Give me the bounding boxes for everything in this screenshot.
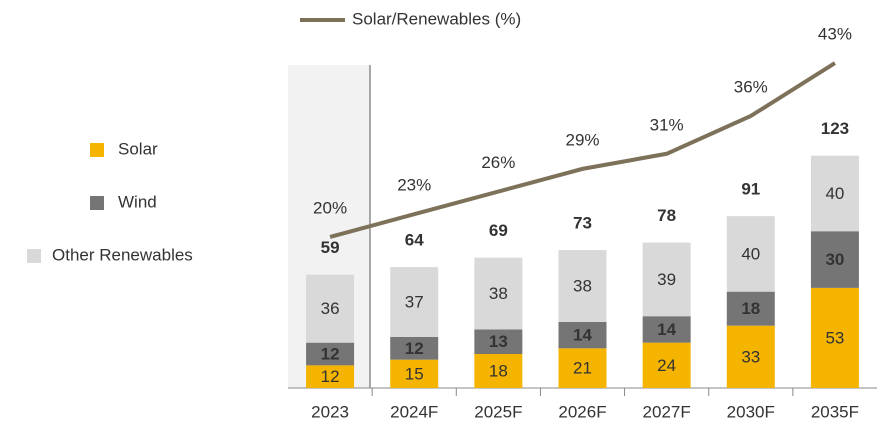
line-label: 26% — [481, 153, 515, 172]
segment-label: 14 — [657, 320, 676, 339]
bar-segment — [642, 342, 691, 388]
bar-segment — [306, 365, 355, 388]
legend-label: Solar/Renewables (%) — [352, 9, 521, 28]
segment-label: 39 — [657, 270, 676, 289]
x-tick-label: 2035F — [811, 402, 859, 421]
x-tick-label: 2030F — [727, 402, 775, 421]
bar-segment — [306, 274, 355, 343]
segment-label: 40 — [825, 184, 844, 203]
segment-label: 30 — [825, 250, 844, 269]
bar-segment — [474, 257, 523, 330]
bar-segment — [558, 321, 607, 349]
bar-segment — [726, 291, 775, 326]
segment-label: 12 — [321, 367, 340, 386]
segment-label: 40 — [741, 244, 760, 263]
segment-label: 33 — [741, 347, 760, 366]
bar-segment — [642, 316, 691, 343]
segment-label: 18 — [741, 299, 760, 318]
segment-label: 13 — [489, 332, 508, 351]
segment-label: 18 — [489, 361, 508, 380]
x-tick-label: 2027F — [643, 402, 691, 421]
segment-label: 36 — [321, 299, 340, 318]
segment-label: 12 — [405, 339, 424, 358]
total-label: 59 — [321, 238, 340, 257]
segment-label: 38 — [573, 276, 592, 295]
line-label: 36% — [734, 77, 768, 96]
line-label: 31% — [650, 115, 684, 134]
legend-swatch — [27, 249, 41, 263]
bar-segment — [810, 155, 859, 232]
legend-label: Solar — [118, 139, 158, 158]
bar-segment — [390, 267, 439, 337]
bar-segment — [474, 329, 523, 354]
line-label: 23% — [397, 176, 431, 195]
total-label: 73 — [573, 214, 592, 233]
bar-segment — [642, 242, 691, 317]
x-tick-label: 2025F — [474, 402, 522, 421]
legend-label: Other Renewables — [52, 245, 193, 264]
bar-segment — [558, 250, 607, 322]
segment-label: 38 — [489, 284, 508, 303]
total-label: 69 — [489, 221, 508, 240]
segment-label: 21 — [573, 359, 592, 378]
bar-segment — [810, 287, 859, 388]
bar-segment — [390, 359, 439, 388]
segment-label: 37 — [405, 293, 424, 312]
total-label: 64 — [405, 231, 424, 250]
legend-swatch — [90, 196, 104, 210]
segment-label: 14 — [573, 326, 592, 345]
bar-segment — [390, 337, 439, 360]
total-label: 78 — [657, 206, 676, 225]
bar-segment — [558, 348, 607, 388]
segment-label: 15 — [405, 364, 424, 383]
line-label: 29% — [565, 130, 599, 149]
x-tick-label: 2024F — [390, 402, 438, 421]
x-tick-label: 2023 — [311, 402, 349, 421]
x-tick-label: 2026F — [558, 402, 606, 421]
legend-swatch — [90, 143, 104, 157]
bar-segment — [306, 342, 355, 366]
legend-label: Wind — [118, 192, 157, 211]
segment-label: 53 — [825, 328, 844, 347]
bar-segment — [726, 216, 775, 292]
line-label: 43% — [818, 25, 852, 44]
line-series — [329, 61, 836, 239]
segment-label: 24 — [657, 356, 676, 375]
bar-segment — [474, 354, 523, 388]
segment-label: 12 — [321, 344, 340, 363]
total-label: 123 — [821, 119, 849, 138]
bar-segment — [810, 231, 859, 288]
total-label: 91 — [741, 180, 760, 199]
bar-segment — [726, 325, 775, 388]
line-label: 20% — [313, 198, 347, 217]
